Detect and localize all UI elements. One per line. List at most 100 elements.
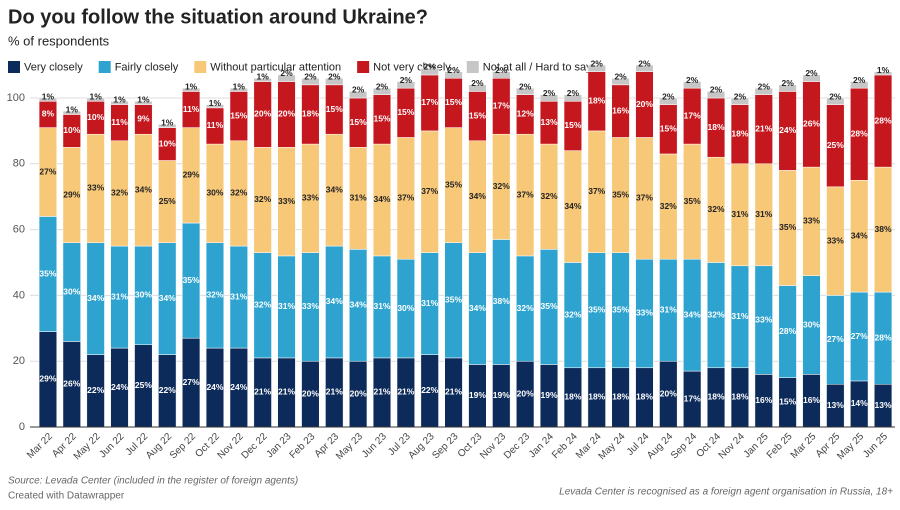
value-label: 32% [660,201,677,211]
value-label: 25% [827,140,844,150]
value-label: 25% [159,196,176,206]
value-label: 2% [734,91,747,101]
value-label: 28% [875,115,892,125]
value-label: 20% [302,388,319,398]
value-label: 33% [827,235,844,245]
value-label: 2% [304,72,317,82]
value-label: 1% [113,95,126,105]
value-label: 26% [803,119,820,129]
bar-segment [62,110,81,115]
value-label: 18% [708,122,725,132]
x-tick-label: May 23 [334,431,365,462]
value-label: 2% [710,85,723,95]
value-label: 15% [564,120,581,130]
value-label: 21% [254,387,271,397]
value-label: 33% [302,193,319,203]
value-label: 8% [42,109,55,119]
legend-swatch [8,61,20,73]
bar-segment [444,71,463,79]
value-label: 32% [254,300,271,310]
value-label: 2% [447,65,460,75]
value-label: 2% [614,72,627,82]
value-label: 2% [328,72,341,82]
value-label: 2% [543,88,556,98]
value-label: 35% [684,196,701,206]
value-label: 18% [588,96,605,106]
value-label: 18% [731,392,748,402]
bar-segment [539,94,559,102]
value-label: 30% [135,290,152,300]
value-label: 2% [471,78,484,88]
x-tick-label: Sep 22 [168,431,198,461]
value-label: 24% [779,125,796,135]
value-label: 9% [137,114,150,124]
value-label: 10% [87,112,104,122]
value-label: 18% [302,109,319,119]
x-tick-label: Jun 23 [360,431,389,460]
value-label: 13% [827,400,844,410]
value-label: 2% [567,88,580,98]
value-label: 2% [781,78,794,88]
value-label: 17% [684,393,701,403]
value-label: 18% [588,392,605,402]
credit: Created with Datawrapper [8,491,125,502]
bar-segment [182,87,201,92]
value-label: 34% [135,184,152,194]
value-label: 1% [877,65,890,75]
legend-swatch [357,61,370,73]
value-label: 33% [755,314,772,324]
bar-segment [396,81,415,89]
value-label: 29% [39,374,56,384]
value-label: 24% [206,382,223,392]
y-tick-label: 100 [7,92,25,104]
value-label: 19% [469,390,486,400]
value-label: 31% [350,193,367,203]
value-label: 11% [111,117,128,127]
value-label: 31% [111,291,128,301]
legend-label: Not very closely [373,61,451,73]
value-label: 31% [230,291,247,301]
value-label: 30% [63,286,80,296]
value-label: 17% [684,110,701,120]
value-label: 2% [280,68,293,78]
bar-segment [277,74,296,82]
value-label: 1% [185,81,198,91]
value-label: 11% [183,104,200,114]
value-label: 17% [421,97,438,107]
value-label: 32% [708,204,725,214]
bar-segment [253,78,272,82]
value-label: 15% [779,397,796,407]
value-label: 10% [159,138,176,148]
bar-segment [134,101,153,105]
value-label: 2% [662,91,675,101]
chart-title: Do you follow the situation around Ukrai… [8,6,428,28]
x-tick-label: Feb 24 [550,431,580,461]
value-label: 15% [469,110,486,120]
value-label: 22% [159,385,176,395]
legend-label: Not at all / Hard to say [483,61,592,73]
bar-segment [778,84,797,92]
bar-segment [850,81,869,89]
value-label: 15% [397,107,414,117]
y-tick-label: 40 [13,289,25,301]
x-tick-label: May 24 [597,431,628,462]
bar-segment [38,97,58,102]
value-label: 33% [636,308,653,318]
value-label: 28% [875,332,892,342]
x-tick-label: Jun 22 [97,431,126,460]
x-tick-label: Nov 24 [717,431,747,461]
value-label: 16% [755,395,772,405]
bar-segment [349,91,368,99]
value-label: 20% [660,388,677,398]
value-label: 29% [63,189,80,199]
value-label: 34% [851,230,868,240]
value-label: 33% [302,301,319,311]
value-label: 24% [111,382,128,392]
value-label: 2% [352,85,365,95]
value-label: 2% [638,58,651,68]
legend-label: Without particular attention [210,61,341,73]
value-label: 29% [183,170,200,180]
bar-segment [683,81,702,89]
bar-segment [730,97,749,105]
value-label: 35% [39,268,56,278]
